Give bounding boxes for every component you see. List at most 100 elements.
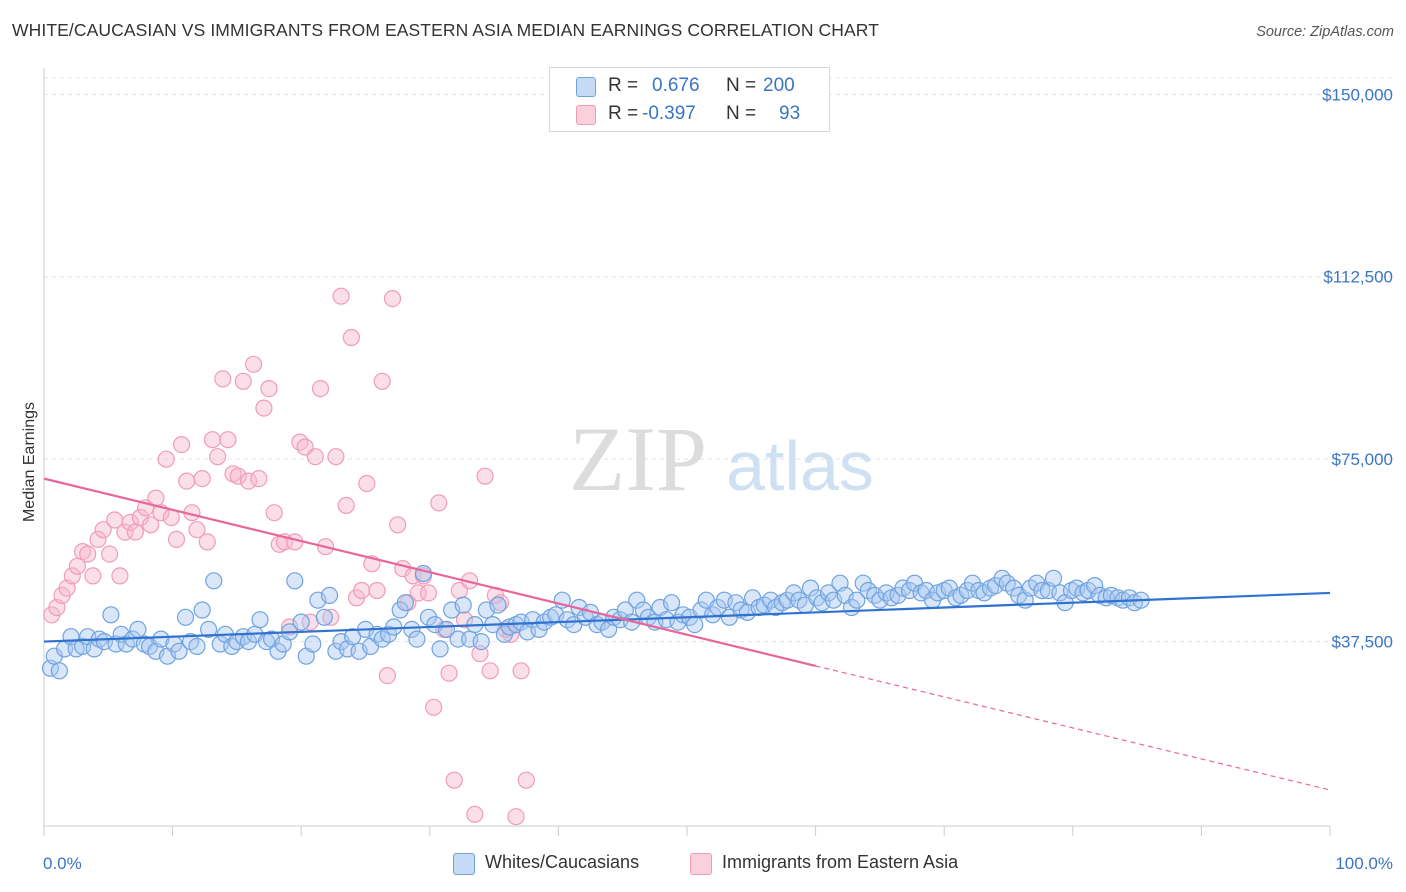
pink-point [203,431,222,449]
blue-point [403,620,421,639]
pink-point [265,504,283,522]
trend-line-whites [43,591,1331,643]
blue-point [344,628,362,646]
trend-line-immigrants-extrapolated [815,665,1331,791]
blue-point [396,594,414,612]
legend-swatch-blue [576,77,596,97]
blue-point [200,620,218,639]
blue-point [454,596,472,614]
pink-point [142,516,160,534]
pink-point [84,567,102,585]
watermark: ZIP atlas [569,408,874,510]
bottom-legend-label: Whites/Caucasians [485,852,640,872]
pink-point [126,523,144,541]
blue-point [320,586,339,605]
y-tick-label: $37,500 [1332,633,1393,652]
blue-point [686,615,704,634]
pink-point [322,608,340,626]
blue-point [408,630,426,648]
watermark-zip: ZIP [569,408,707,510]
pink-point [311,380,330,398]
pink-point [337,496,355,514]
blue-point [170,642,188,660]
blue-point [489,596,507,614]
bottom-legend-swatch-blue [453,853,475,875]
blue-point [304,635,322,653]
bottom-legend-label: Immigrants from Eastern Asia [722,852,959,872]
blue-point [152,630,170,648]
pink-point [425,698,443,716]
blue-point [801,579,820,597]
pink-point [214,370,232,388]
bottom-legend-swatch-pink [690,853,712,875]
pink-point [368,581,386,600]
immigrants-eastern-asia-points [43,287,535,826]
x-tick-label-max: 100.0% [1335,854,1393,873]
pink-point [378,666,396,685]
pink-point [419,584,438,602]
blue-point [102,606,120,624]
pink-point [291,433,309,451]
blue-point [628,591,646,609]
blue-point [129,620,147,639]
chart-title: WHITE/CAUCASIAN VS IMMIGRANTS FROM EASTE… [12,20,880,40]
blue-point [223,637,241,656]
blue-point [414,564,432,583]
pink-point [193,470,211,488]
pink-point [491,594,510,612]
y-tick-labels: $37,500 $75,000 $112,500 $150,000 [1322,85,1393,651]
blue-point [315,608,333,626]
pink-point [455,611,474,629]
pink-point [89,530,107,549]
pink-point [198,533,216,551]
legend-r-value: -0.397 [642,103,696,124]
legend-swatch-pink [576,105,596,125]
y-tick-label: $112,500 [1323,268,1393,287]
y-axis-label: Median Earnings [21,402,38,522]
blue-point [193,601,211,619]
legend-r-label: R = [608,75,639,96]
pink-point [255,399,273,417]
legend-r-value: 0.676 [652,75,700,96]
blue-point [292,613,310,631]
stats-legend: R = 0.676 N = 200 R = -0.397 N = 93 [549,67,830,132]
chart-source: Source: ZipAtlas.com [1256,24,1394,40]
pink-point [383,290,402,308]
blue-point [1086,576,1104,595]
legend-n-value: 200 [763,75,795,96]
pink-point [332,287,350,305]
pink-point [111,567,129,585]
pink-point [250,470,268,488]
pink-point [121,513,139,532]
pink-point [481,662,499,680]
blue-point [848,591,866,609]
blue-point [1033,581,1051,600]
pink-point [94,521,112,539]
pink-point [63,567,81,585]
pink-point [79,545,97,563]
pink-point [327,448,345,466]
pink-point [209,448,227,466]
y-tick-label: $75,000 [1332,450,1393,469]
blue-point [1044,569,1063,587]
pink-point [358,474,376,493]
trend-lines [43,477,1331,791]
pink-point [229,467,247,485]
pink-point [239,472,258,490]
blue-point [662,594,681,612]
blue-point [50,662,69,680]
pink-point [219,431,237,449]
pink-point [373,372,391,390]
watermark-atlas: atlas [726,427,874,505]
pink-point [167,530,186,549]
legend-n-label: N = [726,103,757,124]
blue-point [205,572,223,590]
blue-point [385,618,403,636]
blue-point [188,637,206,656]
pink-point [445,771,463,789]
pink-point [188,521,206,539]
blue-point [472,632,490,651]
pink-point [173,436,191,454]
pink-point [306,448,324,466]
